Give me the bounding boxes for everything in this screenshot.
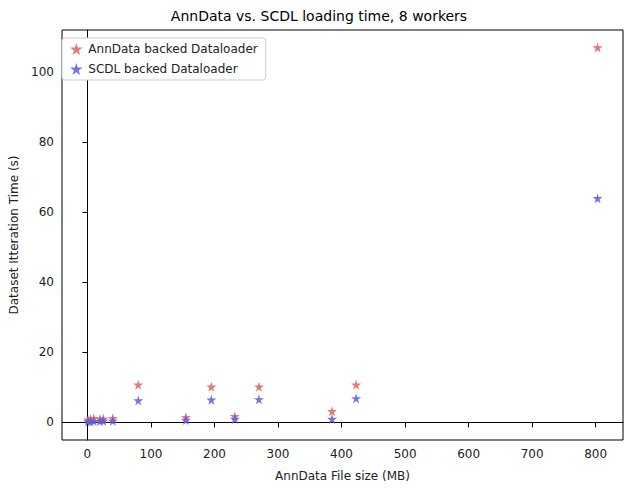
svg-text:80: 80 <box>39 135 54 149</box>
svg-text:AnnData vs. SCDL loading time,: AnnData vs. SCDL loading time, 8 workers <box>171 8 467 24</box>
svg-text:60: 60 <box>39 205 54 219</box>
svg-text:500: 500 <box>394 447 417 461</box>
svg-text:700: 700 <box>521 447 544 461</box>
svg-text:300: 300 <box>267 447 290 461</box>
svg-text:0: 0 <box>84 447 92 461</box>
svg-text:200: 200 <box>203 447 226 461</box>
svg-text:SCDL backed Dataloader: SCDL backed Dataloader <box>88 62 237 76</box>
svg-text:40: 40 <box>39 275 54 289</box>
svg-text:AnnData backed Dataloader: AnnData backed Dataloader <box>88 42 257 56</box>
svg-text:100: 100 <box>139 447 162 461</box>
svg-text:AnnData File size (MB): AnnData File size (MB) <box>275 469 410 483</box>
svg-text:800: 800 <box>584 447 607 461</box>
svg-text:600: 600 <box>457 447 480 461</box>
svg-text:400: 400 <box>330 447 353 461</box>
svg-text:100: 100 <box>31 65 54 79</box>
svg-text:Dataset Itteration Time (s): Dataset Itteration Time (s) <box>7 155 21 314</box>
svg-text:0: 0 <box>46 415 54 429</box>
svg-text:20: 20 <box>39 345 54 359</box>
